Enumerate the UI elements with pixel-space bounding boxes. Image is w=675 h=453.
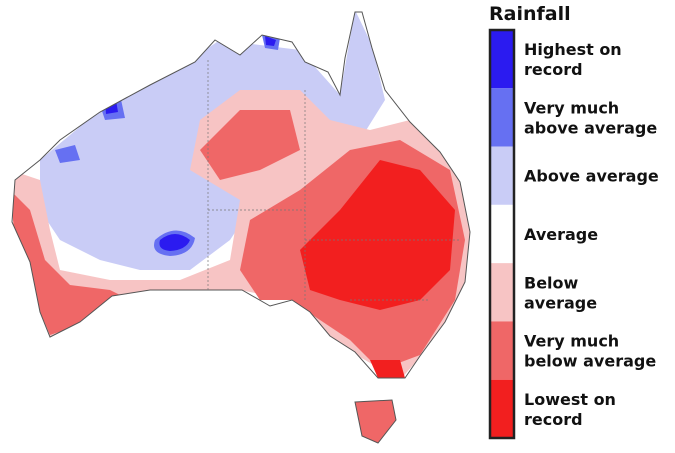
map-very-below <box>12 110 465 443</box>
legend-label: below average <box>524 352 656 371</box>
legend-swatch <box>490 379 514 438</box>
legend-swatch <box>490 146 514 205</box>
state-borders <box>207 60 460 301</box>
legend-label: Below <box>524 273 579 292</box>
legend-label: above average <box>524 118 657 137</box>
legend-swatch <box>490 30 514 89</box>
legend-swatch <box>490 204 514 264</box>
legend-label: Highest on <box>524 40 622 59</box>
legend-label: Above average <box>524 167 659 186</box>
legend-frame <box>488 28 516 440</box>
coastline <box>11 11 471 444</box>
legend-label: record <box>524 410 583 429</box>
map <box>12 12 470 443</box>
legend-label: record <box>524 60 583 79</box>
legend-label: Very much <box>524 332 619 351</box>
legend-label: Lowest on <box>524 390 616 409</box>
map-lowest <box>300 160 455 378</box>
legend-label: average <box>524 293 597 312</box>
legend-label: Very much <box>524 98 619 117</box>
legend-swatch <box>490 321 514 380</box>
legend-swatch <box>490 88 514 147</box>
legend-title: Rainfall <box>489 3 571 25</box>
legend-swatch <box>490 263 514 322</box>
legend-label: Average <box>524 225 598 244</box>
